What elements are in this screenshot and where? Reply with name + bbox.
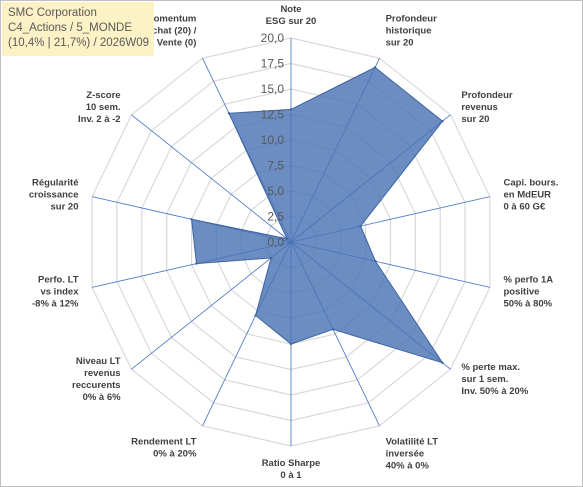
tick-label: 10,0 [261, 133, 285, 147]
performance-week: (10,4% | 21,7%) / 2026W09 [8, 37, 150, 49]
axis-label-line: Ratio Sharpe [262, 458, 321, 469]
axis-label-line: Capi. bours. [504, 178, 559, 189]
axis-label-line: Volatilité LT [386, 436, 439, 447]
axis-label-line: sur 20 [51, 202, 79, 213]
axis-label-line: % perte max. [461, 362, 520, 373]
data-point [254, 314, 257, 317]
data-point [359, 224, 362, 228]
data-point [190, 218, 193, 221]
axis-label: Capi. bours. en MdEUR 0 à 60 G€ [504, 178, 559, 213]
axis-label-line: 10 sem. [86, 102, 121, 113]
tick-label: 0,0 [267, 235, 284, 249]
data-point [441, 361, 444, 364]
tick-label: 17,5 [261, 57, 285, 71]
data-point [227, 112, 231, 115]
axis-label: Rendement LT 0% à 20% [131, 436, 197, 459]
data-point [195, 262, 198, 265]
axis-label-line: -8% à 12% [32, 299, 79, 310]
axis-label: Volatilité LT inversée 40% à 0% [386, 436, 439, 471]
data-series-area [191, 66, 444, 364]
axis-label-line: 0 à 60 G€ [504, 202, 546, 213]
axis-label-line: 0% à 6% [83, 392, 122, 403]
axis-label-line: Inv. 2 à -2 [78, 114, 121, 125]
tick-label: 2,5 [267, 210, 284, 224]
axis-label-line: sur 1 sem. [461, 374, 508, 385]
axis-label-line: en MdEUR [504, 190, 552, 201]
axis-label-line: vs index [40, 287, 79, 298]
axis-label-line: positive [504, 287, 540, 298]
company-name: SMC Corporation [8, 7, 97, 19]
axis-label-line: inversée [386, 448, 425, 459]
data-point [289, 342, 293, 346]
axis-label-line: Note [280, 4, 301, 15]
axis-label-line: 0 à 1 [280, 470, 302, 481]
axis-label: Ratio Sharpe 0 à 1 [262, 458, 321, 481]
tick-label: 15,0 [261, 82, 285, 96]
axis-label: Niveau LT revenus reccurents 0% à 6% [72, 356, 121, 403]
axis-label-line: Perfo. LT [38, 275, 79, 286]
axis-label-line: reccurents [72, 380, 121, 391]
data-point [374, 260, 377, 263]
data-point [285, 237, 289, 240]
tick-label: 5,0 [267, 184, 284, 198]
axis-label-line: Achat (20) / [145, 26, 197, 37]
axis-label-line: revenus [461, 102, 497, 113]
axis-label: Profondeur historique sur 20 [386, 14, 437, 49]
tick-label: 20,0 [261, 31, 285, 45]
axis-label: Momentum Achat (20) / Vente (0) [145, 14, 197, 49]
axis-label-line: revenus [84, 368, 120, 379]
axis-label-line: historique [386, 26, 432, 37]
axis-label-line: sur 20 [386, 38, 414, 49]
axis-label-line: 40% à 0% [386, 460, 430, 471]
axis-label-line: sur 20 [461, 114, 489, 125]
axis-spoke [131, 241, 292, 370]
axis-label-line: croissance [29, 190, 79, 201]
axis-label-line: Profondeur [386, 14, 437, 25]
tick-label: 7,5 [267, 159, 284, 173]
axis-label: % perfo 1A positive 50% à 80% [504, 275, 554, 310]
axis-label-line: Inv. 50% à 20% [461, 386, 528, 397]
data-point [331, 328, 335, 331]
axis-label-line: ESG sur 20 [266, 16, 317, 27]
axis-label: Régularité croissance sur 20 [29, 178, 79, 213]
axis-label-line: 0% à 20% [153, 448, 197, 459]
portfolio-name: C4_Actions / 5_MONDE [8, 22, 132, 34]
axis-label-line: Z-score [86, 90, 120, 101]
axis-label: Perfo. LT vs index -8% à 12% [32, 275, 79, 310]
tick-label: 12,5 [261, 108, 285, 122]
axis-label: Note ESG sur 20 [266, 4, 317, 27]
axis-label-line: 50% à 80% [504, 299, 553, 310]
axis-label-line: Vente (0) [157, 38, 197, 49]
axis-label-line: Rendement LT [131, 436, 196, 447]
axis-label: % perte max. sur 1 sem. Inv. 50% à 20% [461, 362, 528, 397]
data-point [441, 120, 444, 123]
axis-label: Profondeur revenus sur 20 [461, 90, 512, 125]
data-point [289, 108, 293, 111]
axis-label: Z-score 10 sem. Inv. 2 à -2 [78, 90, 121, 125]
axis-label-line: % perfo 1A [504, 275, 554, 286]
data-point [269, 256, 273, 260]
axis-label-line: Momentum [146, 14, 197, 25]
axis-label-line: Régularité [32, 178, 78, 189]
data-point [373, 66, 377, 69]
axis-label-line: Niveau LT [76, 356, 121, 367]
axis-label-line: Profondeur [461, 90, 512, 101]
chart-title-box: SMC Corporation C4_Actions / 5_MONDE (10… [2, 2, 154, 56]
axis-spoke [131, 114, 292, 243]
